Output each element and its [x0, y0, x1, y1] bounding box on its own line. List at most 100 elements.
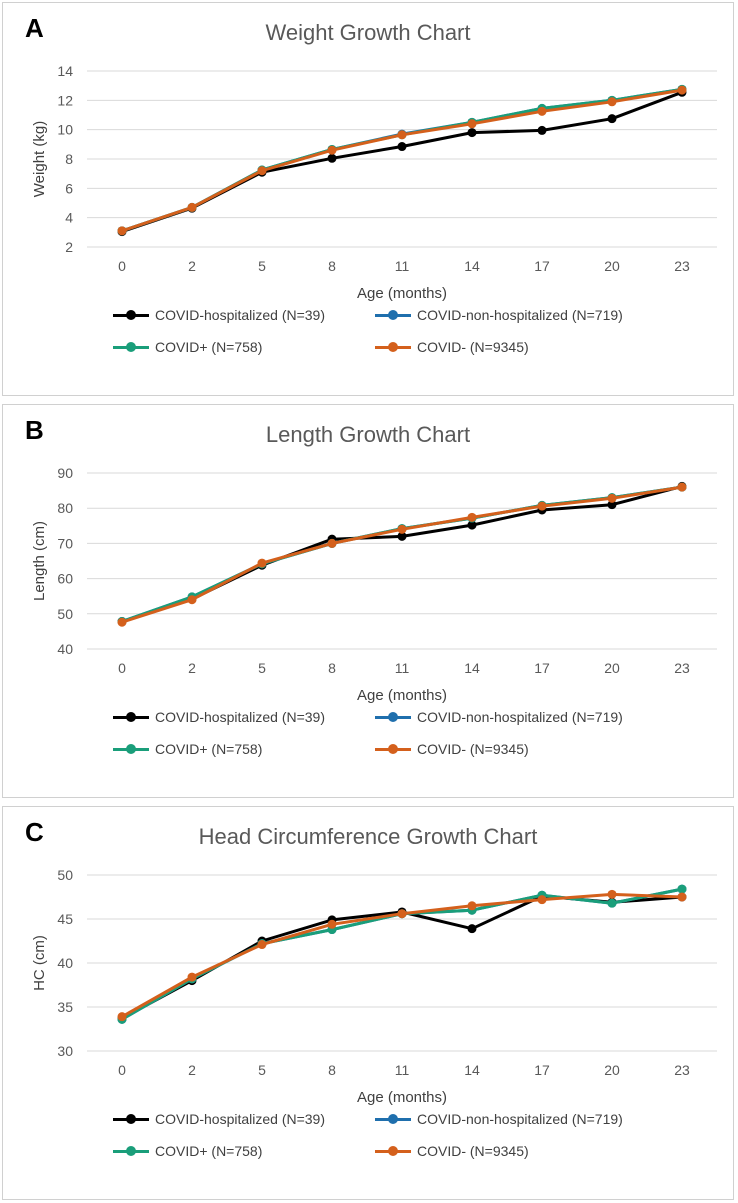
legend-item: COVID-non-hospitalized (N=719) [375, 306, 635, 324]
legend-marker [388, 712, 398, 722]
series-line [120, 88, 684, 233]
chart-title: Length Growth Chart [265, 422, 471, 447]
legend-item: COVID-hospitalized (N=39) [113, 1110, 373, 1128]
data-point [397, 142, 407, 152]
y-tick-label: 50 [57, 867, 73, 883]
data-point [467, 520, 477, 530]
legend-item: COVID-non-hospitalized (N=719) [375, 1110, 635, 1128]
y-tick-label: 35 [57, 999, 73, 1015]
legend-label: COVID-non-hospitalized (N=719) [417, 709, 623, 725]
x-axis-label: Age (months) [357, 1089, 447, 1106]
x-tick-label: 5 [258, 1062, 266, 1078]
data-point [397, 524, 407, 534]
legend-marker [126, 310, 136, 320]
legend-marker [126, 1114, 136, 1124]
x-tick-label: 11 [395, 258, 410, 274]
series-line [120, 87, 684, 233]
data-point [187, 595, 197, 605]
legend-marker [126, 712, 136, 722]
legend-marker [126, 744, 136, 754]
x-tick-label: 20 [604, 660, 620, 676]
x-tick-label: 14 [464, 660, 480, 676]
data-point [677, 482, 687, 492]
data-point [607, 493, 617, 503]
legend-marker [388, 1146, 398, 1156]
x-tick-label: 5 [258, 660, 266, 676]
legend-marker [126, 1146, 136, 1156]
data-point [327, 538, 337, 548]
series-line [120, 87, 684, 233]
x-tick-label: 5 [258, 258, 266, 274]
legend-label: COVID+ (N=758) [155, 339, 263, 355]
data-point [117, 617, 127, 627]
legend-label: COVID- (N=9345) [417, 1143, 529, 1159]
y-tick-label: 10 [57, 122, 73, 138]
panel-letter: A [25, 13, 44, 43]
data-point [117, 1012, 127, 1022]
y-tick-label: 8 [65, 151, 73, 167]
data-point [607, 500, 617, 510]
x-tick-label: 20 [604, 258, 620, 274]
data-point [187, 202, 197, 212]
x-tick-label: 17 [534, 1062, 550, 1078]
legend-item: COVID+ (N=758) [113, 338, 373, 356]
data-point [187, 972, 197, 982]
panel-letter: B [25, 415, 44, 445]
x-axis-label: Age (months) [357, 285, 447, 302]
data-point [467, 119, 477, 129]
legend-marker [388, 744, 398, 754]
data-point [537, 125, 547, 135]
data-point [117, 226, 127, 236]
x-tick-label: 17 [534, 258, 550, 274]
data-point [537, 501, 547, 511]
legend-marker [388, 310, 398, 320]
legend-label: COVID- (N=9345) [417, 741, 529, 757]
data-point [467, 512, 477, 522]
x-tick-label: 8 [328, 258, 336, 274]
legend-item: COVID- (N=9345) [375, 338, 635, 356]
y-tick-label: 40 [57, 641, 73, 657]
data-point [607, 114, 617, 124]
legend-label: COVID- (N=9345) [417, 339, 529, 355]
legend-item: COVID- (N=9345) [375, 1142, 635, 1160]
length-chart-panel: B Length Growth Chart 40 50 60 70 80 90 0 2 5 8 11… [2, 404, 734, 798]
data-point [467, 128, 477, 138]
data-point [677, 892, 687, 902]
x-tick-label: 17 [534, 660, 550, 676]
length-plot: 40 50 60 70 80 90 0 2 5 8 11 14 17 20 23 Age (months) Le… [31, 465, 717, 704]
series-line [120, 90, 684, 234]
x-tick-label: 11 [395, 1062, 410, 1078]
legend-marker [388, 342, 398, 352]
x-tick-label: 0 [118, 258, 126, 274]
y-tick-label: 60 [57, 571, 73, 587]
panel-letter: C [25, 817, 44, 847]
x-axis-label: Age (months) [357, 687, 447, 704]
y-tick-label: 40 [57, 955, 73, 971]
weight-chart-panel: A Weight Growth Chart 2 4 6 8 10 12 14 0 2 5 8 11 14… [2, 2, 734, 396]
x-tick-label: 8 [328, 660, 336, 676]
y-tick-label: 45 [57, 911, 73, 927]
data-point [397, 531, 407, 541]
y-tick-label: 90 [57, 465, 73, 481]
legend-marker [126, 342, 136, 352]
legend-item: COVID- (N=9345) [375, 740, 635, 758]
legend-label: COVID-non-hospitalized (N=719) [417, 1111, 623, 1127]
data-point [327, 145, 337, 155]
data-point [607, 889, 617, 899]
series-line [120, 484, 684, 623]
x-tick-label: 14 [464, 1062, 480, 1078]
legend-label: COVID+ (N=758) [155, 741, 263, 757]
chart-title: Weight Growth Chart [265, 20, 471, 45]
y-tick-label: 12 [57, 92, 73, 108]
x-tick-label: 11 [395, 660, 410, 676]
data-point [677, 884, 687, 894]
data-point [397, 909, 407, 919]
x-tick-label: 0 [118, 1062, 126, 1078]
y-tick-label: 80 [57, 500, 73, 516]
series-line [120, 485, 684, 624]
chart-title: Head Circumference Growth Chart [198, 824, 538, 849]
x-tick-label: 0 [118, 660, 126, 676]
head-circumference-chart-panel: C Head Circumference Growth Chart 30 35 40… [2, 806, 734, 1200]
data-point [397, 130, 407, 140]
y-axis-label: HC (cm) [31, 935, 48, 991]
